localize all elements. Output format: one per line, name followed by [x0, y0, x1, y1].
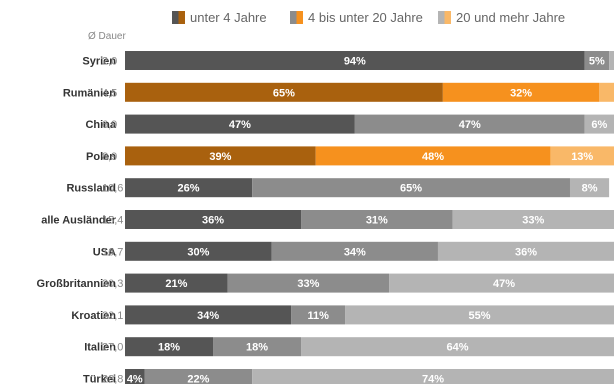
legend-item: 20 und mehr Jahre	[438, 6, 565, 28]
data-label: 22%	[187, 374, 209, 384]
bar-segment	[125, 273, 228, 293]
data-label: 39%	[209, 151, 231, 163]
category-label: Rumänien	[63, 87, 116, 99]
data-label: 18%	[158, 342, 180, 354]
data-label: 74%	[422, 374, 444, 384]
bar-segment	[569, 178, 610, 198]
duration-value: 27,0	[102, 342, 123, 354]
duration-value: 8,9	[102, 151, 117, 163]
bar-segment	[301, 210, 453, 229]
bar-segment	[125, 146, 316, 166]
bar-segment	[315, 146, 551, 166]
data-label: 11%	[307, 310, 329, 322]
bar-segment	[213, 337, 302, 357]
bar-segment	[125, 241, 272, 261]
duration-value: 22,1	[102, 310, 123, 322]
duration-value: 6,9	[102, 119, 117, 131]
bar-segment	[125, 337, 214, 357]
bar-segment	[125, 178, 253, 198]
bar-segment	[144, 369, 253, 384]
legend-item: 4 bis unter 20 Jahre	[290, 6, 423, 28]
duration-value: 16,7	[102, 246, 123, 258]
data-label: 36%	[515, 246, 537, 258]
data-label: 47%	[493, 278, 515, 290]
duration-value: 20,3	[102, 278, 123, 290]
bar-segment	[271, 241, 438, 261]
bar-segment	[125, 369, 145, 384]
data-label: 18%	[246, 342, 268, 354]
duration-value: 15,4	[102, 215, 123, 227]
data-label: 64%	[447, 342, 469, 354]
category-label: alle Ausländer	[41, 215, 117, 227]
data-label: 4%	[127, 374, 143, 384]
data-label: 32%	[510, 87, 532, 99]
bar-segment	[291, 305, 346, 325]
data-label: 47%	[459, 119, 481, 131]
bar-segment	[345, 305, 614, 325]
duration-value: 28,8	[102, 374, 123, 384]
data-label: 48%	[422, 151, 444, 163]
bar-segment	[125, 51, 585, 70]
data-label: 21%	[165, 278, 187, 290]
bar-segment	[550, 146, 614, 166]
data-label: 65%	[400, 183, 422, 195]
legend-item: unter 4 Jahre	[172, 6, 267, 28]
bar-segment	[437, 241, 614, 261]
data-label: 33%	[522, 215, 544, 227]
bar-segment	[354, 114, 585, 134]
data-label: 5%	[589, 56, 605, 68]
bar-segment	[389, 273, 614, 293]
category-label: Großbritannien	[37, 278, 117, 290]
bar-segment	[252, 178, 570, 198]
data-label: 65%	[273, 87, 295, 99]
bar-segment	[301, 337, 614, 357]
bar-segment	[252, 369, 614, 384]
data-label: 34%	[197, 310, 219, 322]
bar-segment	[584, 114, 614, 134]
duration-value: 2,0	[102, 56, 117, 68]
bar-segment	[125, 305, 292, 325]
data-label: 26%	[178, 183, 200, 195]
legend-swatch	[172, 10, 185, 24]
category-label: Syrien	[82, 56, 116, 68]
data-label: 31%	[366, 215, 388, 227]
duration-value: 10,6	[102, 183, 123, 195]
duration-value: 4,5	[102, 87, 117, 99]
category-label: China	[85, 119, 116, 131]
legend-label: 4 bis unter 20 Jahre	[308, 9, 423, 25]
bar-segment	[125, 82, 443, 102]
category-label: Türkei	[83, 374, 116, 384]
data-label: 33%	[297, 278, 319, 290]
data-label: 36%	[202, 215, 224, 227]
bar-segment	[584, 51, 610, 70]
category-label: USA	[93, 246, 116, 258]
data-label: 55%	[469, 310, 491, 322]
data-label: 94%	[344, 56, 366, 68]
legend-label: 20 und mehr Jahre	[456, 9, 566, 25]
legend-swatch	[438, 10, 451, 24]
data-label: 47%	[229, 119, 251, 131]
bar-segment	[609, 51, 614, 70]
data-label: 8%	[582, 183, 598, 195]
data-label: 30%	[187, 246, 209, 258]
legend-label: unter 4 Jahre	[190, 9, 267, 25]
bar-segment	[442, 82, 600, 102]
category-label: Kroatien	[71, 310, 116, 322]
data-label: 34%	[344, 246, 366, 258]
bar-segment	[125, 210, 302, 229]
bar-segment	[599, 82, 614, 102]
duration-column-header: Ø Dauer	[88, 31, 126, 42]
data-label: 6%	[591, 119, 607, 131]
legend-swatch	[290, 10, 303, 24]
data-label: 13%	[571, 151, 593, 163]
bar-segment	[452, 210, 614, 229]
category-label: Italien	[84, 342, 116, 354]
bar-segment	[227, 273, 390, 293]
category-label: Russland	[66, 183, 116, 195]
bar-segment	[125, 114, 355, 134]
category-label: Polen	[86, 151, 116, 163]
